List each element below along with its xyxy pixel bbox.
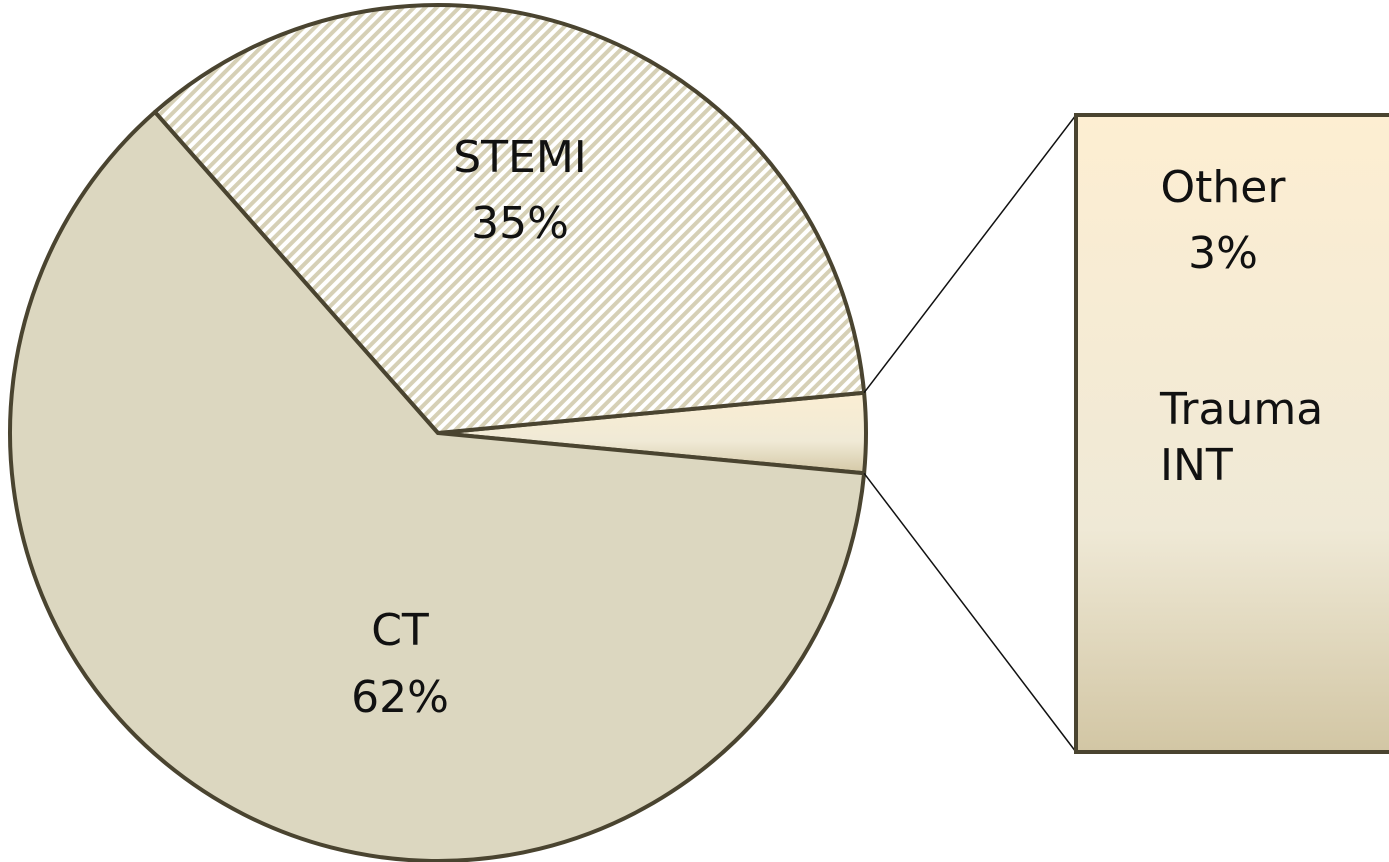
bar-value-label: 3% <box>1188 228 1258 279</box>
slice-label: STEMI <box>453 132 587 183</box>
bar-annotation: Trauma <box>1159 384 1323 435</box>
bar-annotation: INT <box>1160 440 1233 491</box>
slice-value-label: 35% <box>471 198 569 249</box>
pie-slice <box>152 3 867 435</box>
connector-line <box>863 472 1077 753</box>
pie-slice <box>8 109 867 862</box>
slice-value-label: 62% <box>351 672 449 723</box>
connector-line <box>863 114 1077 394</box>
slice-label: CT <box>371 605 429 656</box>
bar-label: Other <box>1161 162 1287 213</box>
bar-segment <box>1074 113 1389 754</box>
